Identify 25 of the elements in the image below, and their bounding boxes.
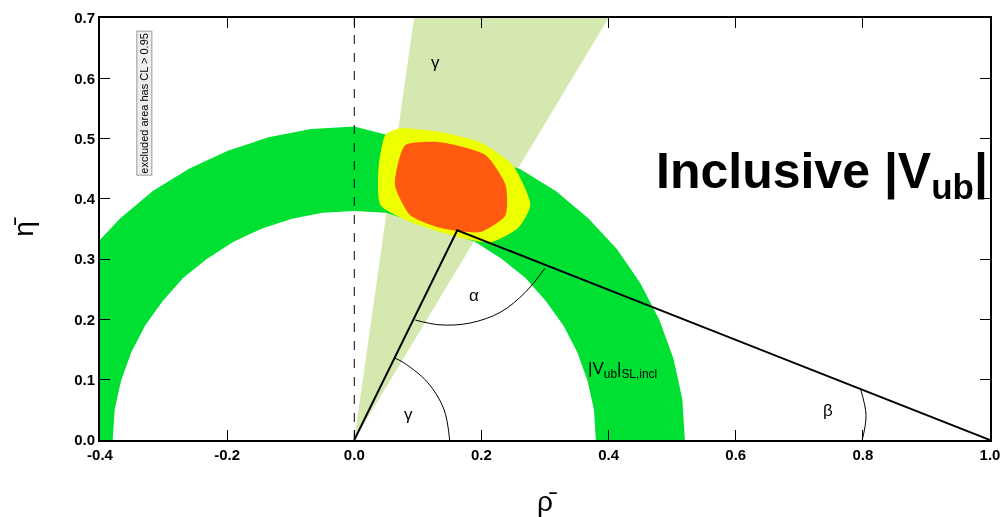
annotation: excluded area has CL > 0.95 — [138, 33, 151, 174]
y-axis-title: η̄ — [8, 217, 39, 237]
x-tick-label: 0.2 — [471, 446, 492, 463]
y-tick-label: 0.6 — [74, 69, 95, 87]
annotation: |V$_{ub}$|$_{SL,incl}$ — [588, 359, 658, 381]
x-tick-label: 0.8 — [852, 446, 874, 463]
x-axis-title: ρ̄ — [537, 486, 557, 517]
annotation: α — [469, 286, 479, 305]
y-tick-label: 0.7 — [74, 9, 95, 27]
annotation: γ — [431, 53, 440, 72]
y-tick-label: 0.1 — [74, 370, 95, 388]
x-tick-label: 1.0 — [979, 446, 1001, 463]
y-tick-label: 0.4 — [74, 190, 96, 208]
annotation: β — [823, 401, 833, 420]
y-tick-label: 0.3 — [74, 250, 95, 268]
x-tick-label: 0.6 — [725, 446, 747, 463]
y-tick-label: 0.2 — [74, 310, 95, 328]
annotation: γ — [404, 405, 413, 424]
x-tick-label: -0.2 — [214, 446, 241, 463]
x-tick-label: 0.0 — [343, 446, 365, 463]
x-tick-label: 0.4 — [598, 446, 620, 463]
y-tick-label: 0.5 — [74, 129, 95, 147]
annotation: Inclusive |V$_{ub}$| — [656, 143, 988, 206]
x-tick-label: -0.4 — [87, 446, 114, 463]
y-tick-label: 0.0 — [74, 431, 95, 449]
